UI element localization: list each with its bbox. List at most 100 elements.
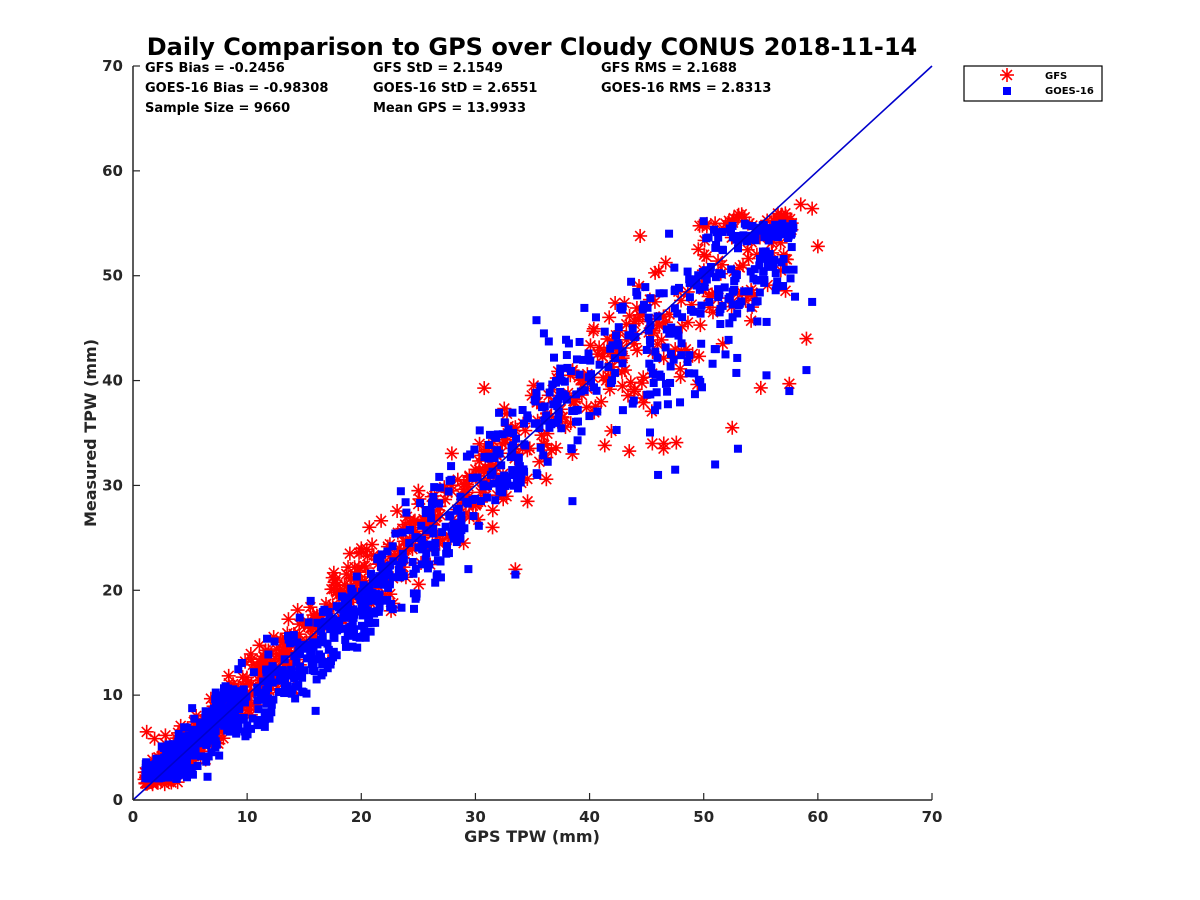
goes-16-point <box>387 599 396 608</box>
stat-mean-gps: Mean GPS = 13.9933 <box>373 101 526 116</box>
goes-16-point <box>348 618 357 627</box>
legend-goes-label: GOES-16 <box>1045 86 1094 97</box>
goes-16-point <box>398 558 407 567</box>
goes-16-point <box>539 451 548 460</box>
gfs-point <box>357 558 372 573</box>
goes-16-point <box>628 324 637 333</box>
goes-16-point <box>519 419 528 428</box>
goes-16-point <box>428 543 437 552</box>
goes-16-point <box>466 450 475 459</box>
goes-16-point <box>468 473 477 482</box>
goes-16-point <box>536 382 545 391</box>
goes-16-point <box>508 466 517 475</box>
gfs-point <box>805 201 820 216</box>
goes-16-point <box>692 275 701 284</box>
goes-16-point <box>512 475 521 484</box>
goes-16-point <box>633 291 642 300</box>
goes-16-point <box>287 667 296 676</box>
gfs-point <box>699 249 714 264</box>
goes-16-point <box>725 319 734 328</box>
goes-16-point <box>149 769 158 778</box>
goes-16-point <box>186 739 195 748</box>
goes-16-point <box>773 277 782 286</box>
goes-16-point <box>291 694 300 703</box>
goes-16-point <box>618 359 627 368</box>
goes-16-point <box>263 676 272 685</box>
goes-16-point <box>353 607 362 616</box>
goes-16-point <box>611 368 620 377</box>
goes-16-point <box>751 236 760 245</box>
goes-16-point <box>787 243 796 252</box>
goes-16-point <box>495 449 504 458</box>
goes-16-point <box>695 285 704 294</box>
goes-16-point <box>740 287 749 296</box>
goes-16-point <box>665 329 674 338</box>
goes-16-point <box>261 715 270 724</box>
gfs-point <box>472 436 487 451</box>
goes-16-point <box>206 734 215 743</box>
y-ticks: 0 10 20 30 40 50 60 70 <box>102 57 140 809</box>
goes-16-point <box>584 349 593 358</box>
goes-16-point <box>145 774 154 783</box>
goes-16-point <box>432 572 441 581</box>
goes-16-point <box>778 222 787 231</box>
goes-16-point <box>454 504 463 513</box>
goes-16-point <box>554 415 563 424</box>
goes-16-point <box>518 406 527 415</box>
goes-16-point <box>484 440 493 449</box>
goes-16-point <box>646 428 655 437</box>
goes-16-point <box>329 647 338 656</box>
goes-16-point <box>734 244 743 253</box>
goes-16-point <box>508 408 517 417</box>
goes-16-point <box>346 607 355 616</box>
goes-16-point <box>269 695 278 704</box>
goes-16-point <box>211 726 220 735</box>
gfs-point <box>485 503 500 518</box>
goes-16-point <box>262 699 271 708</box>
goes-16-point <box>444 487 453 496</box>
y-tick-label: 20 <box>102 581 123 599</box>
legend-gfs-label: GFS <box>1045 71 1067 82</box>
goes-16-point <box>143 769 152 778</box>
gfs-point <box>691 242 706 257</box>
goes-16-point <box>410 604 419 613</box>
goes-16-point <box>758 221 767 230</box>
goes-16-point <box>397 603 406 612</box>
goes-16-point <box>727 265 736 274</box>
goes-16-point <box>366 569 375 578</box>
goes-16-point <box>182 743 191 752</box>
goes-16-point <box>567 445 576 454</box>
legend-goes-marker <box>1003 87 1011 95</box>
gfs-point <box>645 436 660 451</box>
goes-16-point <box>423 540 432 549</box>
goes-16-point <box>684 369 693 378</box>
goes-16-point <box>347 584 356 593</box>
goes-16-point <box>280 688 289 697</box>
goes-16-point <box>360 601 369 610</box>
gfs-point <box>328 575 343 590</box>
goes-16-point <box>445 512 454 521</box>
goes-16-point <box>318 660 327 669</box>
goes-16-point <box>296 662 305 671</box>
goes-16-point <box>229 685 238 694</box>
goes-16-point <box>612 426 621 435</box>
goes-16-point <box>178 762 187 771</box>
goes-16-point <box>784 232 793 241</box>
goes-16-point <box>363 590 372 599</box>
goes-16-point <box>705 298 714 307</box>
goes-16-point <box>233 697 242 706</box>
goes-16-point <box>214 714 223 723</box>
gfs-point <box>693 318 708 333</box>
goes-16-point <box>438 528 447 537</box>
goes-16-point <box>789 265 798 274</box>
goes-16-point <box>325 613 334 622</box>
goes-16-point <box>337 624 346 633</box>
goes-16-point <box>347 631 356 640</box>
goes-16-point <box>733 309 742 318</box>
goes-16-point <box>320 617 329 626</box>
goes-16-point <box>385 571 394 580</box>
goes-16-point <box>391 529 400 538</box>
goes-16-point <box>725 293 734 302</box>
goes-16-point <box>405 539 414 548</box>
goes-16-point <box>260 708 269 717</box>
